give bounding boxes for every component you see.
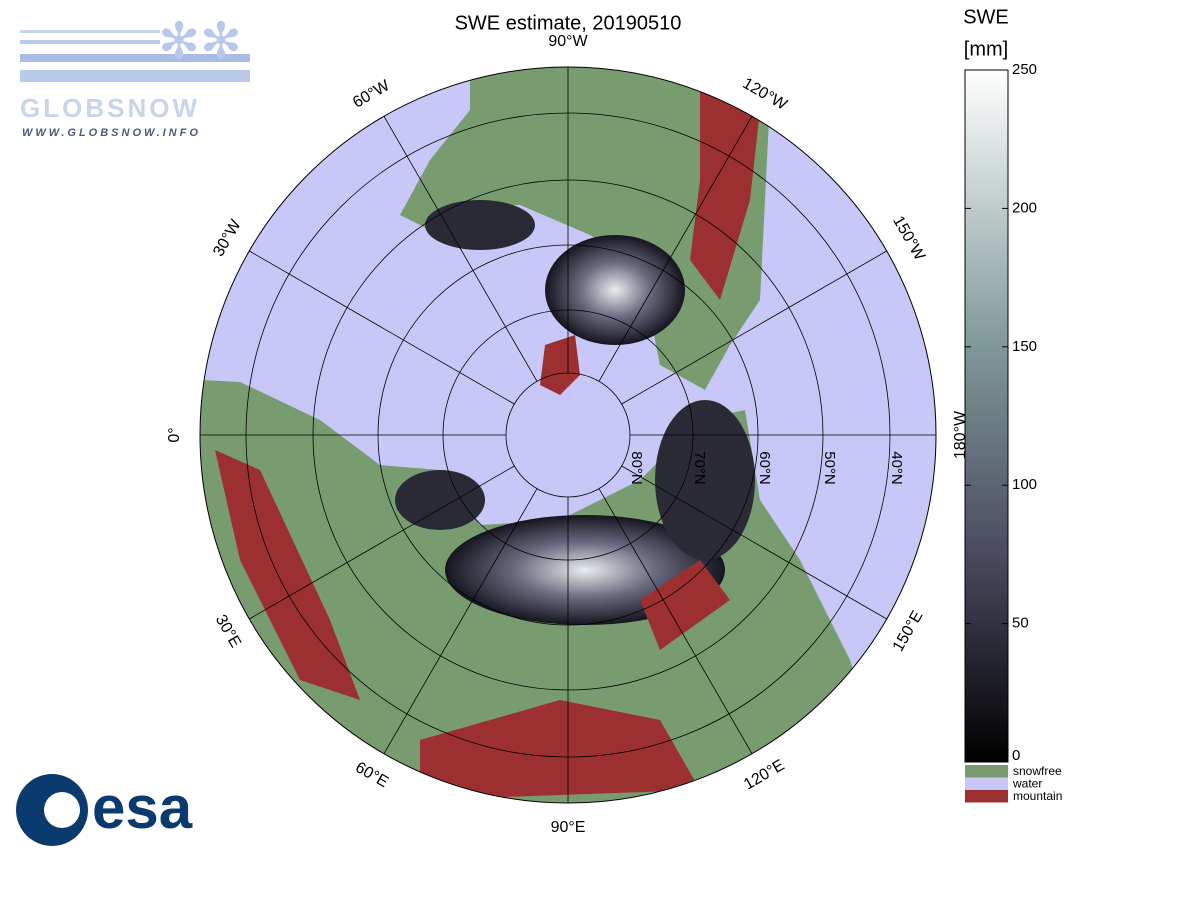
colorbar-tick-label: 100	[1012, 476, 1037, 493]
snow	[655, 400, 755, 560]
latitude-label: 70°N	[691, 451, 708, 485]
longitude-label: 60°E	[352, 759, 391, 791]
longitude-label: 60°W	[350, 77, 393, 112]
latitude-label: 80°N	[628, 451, 645, 485]
svg-text:✻✻: ✻✻	[158, 13, 242, 69]
legend-swatch	[965, 777, 1008, 790]
esa-text: esa	[92, 774, 193, 841]
longitude-label: 0°	[166, 427, 183, 442]
legend-swatch	[965, 765, 1008, 778]
colorbar	[964, 69, 1009, 763]
meridian	[598, 488, 753, 754]
meridian	[598, 116, 753, 382]
esa-logo: esa	[16, 774, 193, 846]
longitude-label: 150°E	[890, 608, 927, 654]
colorbar-tick-label: 50	[1012, 615, 1029, 632]
snow	[545, 235, 685, 345]
colorbar-title: SWE	[963, 6, 1009, 28]
longitude-label: 30°E	[212, 612, 244, 651]
mountain	[640, 560, 730, 650]
meridian	[249, 250, 515, 405]
mountain	[690, 90, 760, 300]
legend-label: water	[1012, 777, 1042, 791]
longitude-label: 120°E	[741, 757, 787, 794]
longitude-label: 90°W	[548, 33, 588, 50]
land-greenland	[540, 335, 580, 395]
longitude-label: 120°W	[740, 75, 791, 114]
graticule	[200, 67, 936, 803]
colorbar-tick-label: 200	[1012, 199, 1037, 216]
snow	[425, 200, 535, 250]
globsnow-url: WWW.GLOBSNOW.INFO	[22, 127, 201, 139]
title: SWE estimate, 20190510	[455, 12, 682, 34]
meridian	[621, 465, 887, 620]
colorbar-tick-label: 250	[1012, 61, 1037, 78]
colorbar-tick-label: 0	[1012, 747, 1020, 764]
colorbar-unit: [mm]	[964, 38, 1008, 60]
mountain	[215, 450, 360, 700]
globsnow-text: GLOBSNOW	[20, 93, 200, 123]
legend-label: snowfree	[1013, 764, 1062, 778]
map-border	[199, 66, 937, 804]
meridian	[621, 250, 887, 405]
globsnow-logo: ✻✻ GLOBSNOW WWW.GLOBSNOW.INFO	[20, 13, 250, 139]
latitude-label: 40°N	[888, 451, 905, 485]
meridian	[383, 116, 538, 382]
longitude-label: 150°W	[889, 213, 928, 264]
mountain	[420, 700, 700, 800]
map	[200, 67, 936, 803]
latitude-label: 50°N	[821, 451, 838, 485]
legend-swatch	[965, 790, 1008, 803]
legend-label: mountain	[1013, 789, 1062, 803]
longitude-label: 90°E	[551, 819, 586, 836]
longitude-label: 30°W	[210, 216, 245, 259]
latitude-label: 60°N	[756, 451, 773, 485]
snow	[395, 470, 485, 530]
meridian	[383, 488, 538, 754]
meridian	[249, 465, 515, 620]
colorbar-tick-label: 150	[1012, 338, 1037, 355]
